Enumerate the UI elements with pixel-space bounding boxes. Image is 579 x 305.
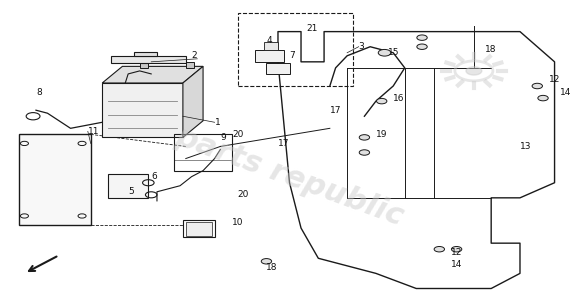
Bar: [108, 174, 148, 198]
Text: 14: 14: [451, 260, 462, 269]
Circle shape: [417, 35, 427, 40]
Text: 11: 11: [88, 127, 100, 136]
Text: parts republic: parts republic: [171, 122, 408, 231]
Text: 7: 7: [290, 51, 295, 60]
Circle shape: [376, 99, 387, 104]
Text: 19: 19: [376, 130, 387, 139]
Text: 16: 16: [393, 94, 405, 102]
Text: 14: 14: [560, 88, 571, 97]
Bar: [186, 222, 212, 235]
Bar: [140, 63, 148, 68]
Text: 3: 3: [358, 42, 364, 51]
Circle shape: [261, 259, 272, 264]
Text: 18: 18: [485, 45, 497, 54]
Circle shape: [538, 95, 548, 101]
Circle shape: [452, 246, 462, 252]
Circle shape: [417, 44, 427, 49]
Text: 2: 2: [192, 51, 197, 60]
Text: 20: 20: [237, 190, 249, 199]
Polygon shape: [19, 135, 91, 225]
Text: 12: 12: [451, 248, 462, 257]
Bar: [174, 135, 232, 170]
Circle shape: [532, 83, 543, 89]
Text: 10: 10: [232, 217, 243, 227]
Text: 20: 20: [232, 130, 243, 139]
Circle shape: [359, 150, 369, 155]
Circle shape: [434, 246, 445, 252]
Text: 13: 13: [520, 142, 532, 151]
Text: 17: 17: [330, 106, 342, 115]
Text: 4: 4: [266, 36, 272, 45]
Bar: [111, 56, 186, 63]
Circle shape: [378, 49, 391, 56]
Text: 5: 5: [128, 187, 134, 196]
Text: 1: 1: [215, 118, 221, 127]
Text: 18: 18: [266, 263, 278, 272]
Bar: [266, 63, 290, 74]
Bar: [102, 83, 183, 137]
Circle shape: [466, 67, 482, 75]
Text: 8: 8: [36, 88, 42, 97]
Text: 17: 17: [278, 139, 290, 148]
Text: 6: 6: [151, 172, 157, 181]
Bar: [186, 63, 195, 68]
Text: 9: 9: [221, 133, 226, 142]
Bar: [183, 221, 215, 237]
Text: 21: 21: [307, 24, 318, 33]
Polygon shape: [102, 66, 203, 83]
Text: 12: 12: [549, 75, 560, 84]
Polygon shape: [183, 66, 203, 137]
Circle shape: [359, 135, 369, 140]
Bar: [134, 52, 157, 56]
Bar: [255, 50, 284, 62]
Text: 15: 15: [387, 48, 399, 57]
Bar: [263, 42, 278, 50]
Bar: [237, 13, 353, 86]
